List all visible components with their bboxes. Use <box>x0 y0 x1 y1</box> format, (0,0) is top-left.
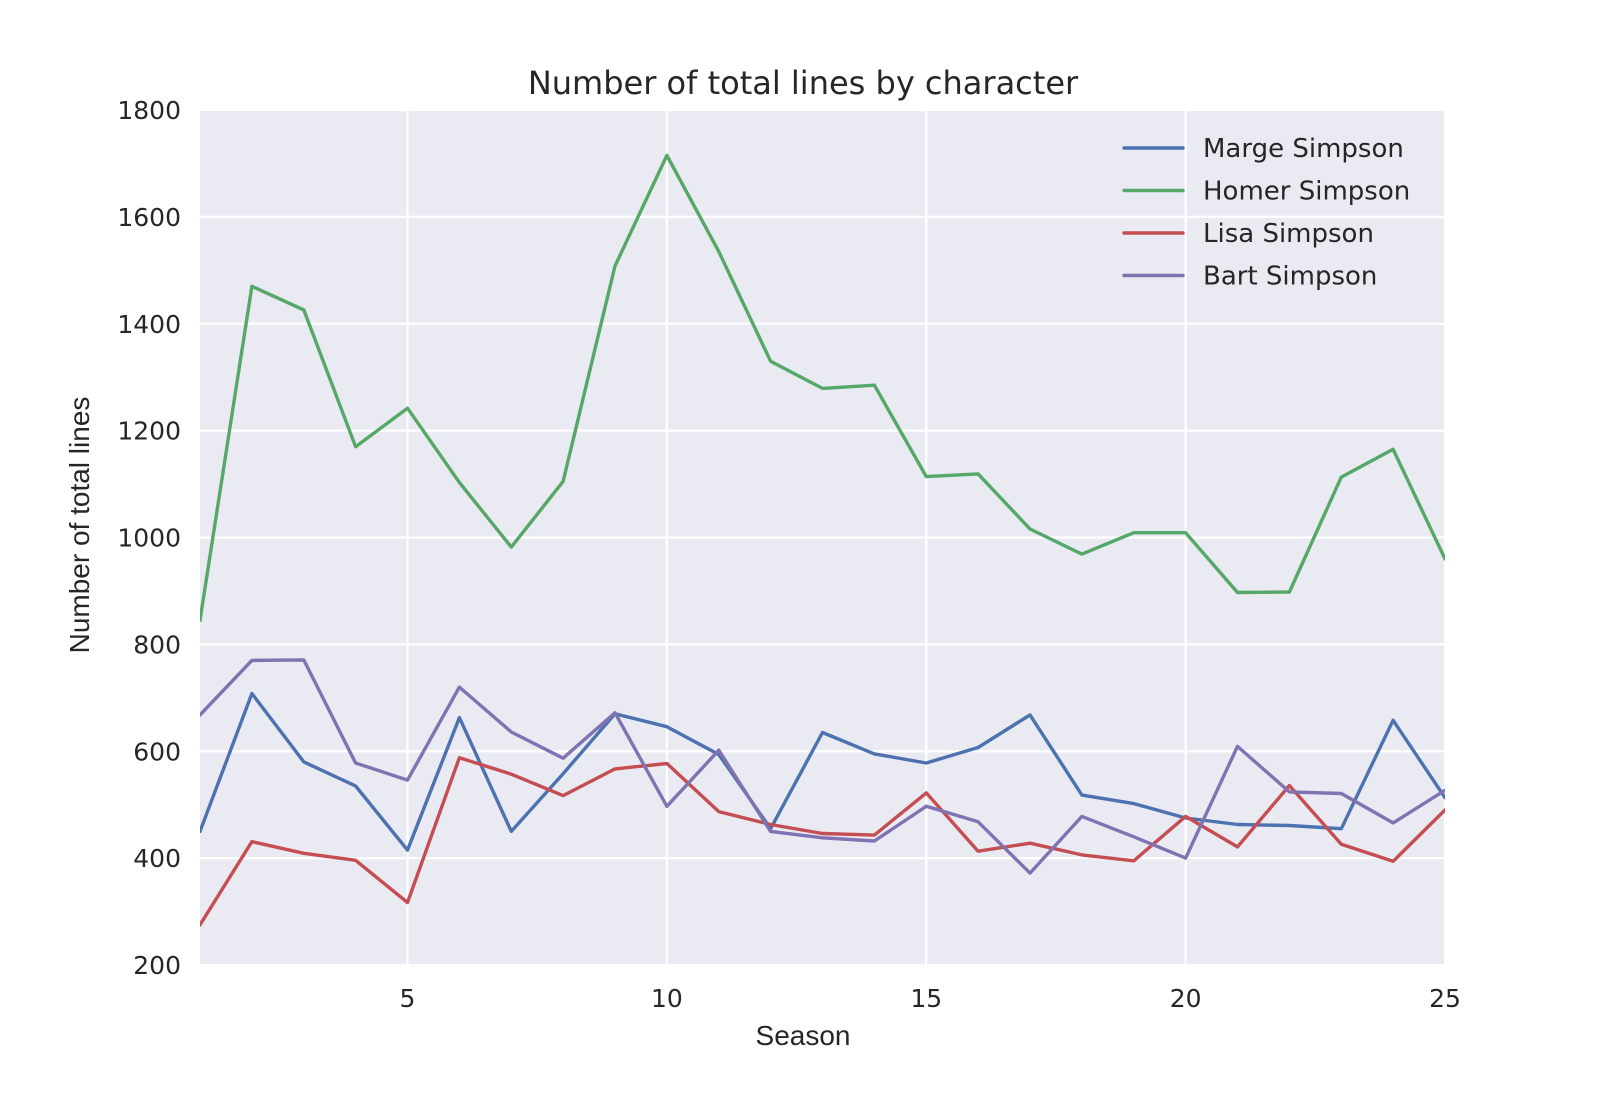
x-tick-labels: 5 10 15 20 25 <box>400 984 1461 1013</box>
series-line-lisa-simpson <box>200 756 1445 927</box>
x-tick-label-20: 20 <box>1170 984 1202 1013</box>
legend: Marge Simpson Homer Simpson Lisa Simpson Ba… <box>1122 134 1410 292</box>
legend-label-homer-simpson: Homer Simpson <box>1203 177 1410 207</box>
y-tick-label-200: 200 <box>133 951 181 980</box>
legend-label-lisa-simpson: Lisa Simpson <box>1203 219 1374 249</box>
x-axis-label: Season <box>756 1020 851 1051</box>
series-lines <box>200 153 1445 927</box>
series-line-bart-simpson <box>200 658 1445 875</box>
series-line-homer-simpson <box>200 153 1445 622</box>
x-tick-label-10: 10 <box>651 984 683 1013</box>
y-tick-label-400: 400 <box>133 844 181 873</box>
y-tick-label-1600: 1600 <box>117 203 181 232</box>
series-line-marge-simpson <box>200 691 1445 852</box>
y-tick-label-1000: 1000 <box>117 524 181 553</box>
x-tick-label-15: 15 <box>910 984 942 1013</box>
legend-label-bart-simpson: Bart Simpson <box>1203 262 1377 292</box>
x-tick-label-5: 5 <box>400 984 416 1013</box>
y-axis-label: Number of total lines <box>64 397 95 654</box>
y-tick-label-1400: 1400 <box>117 310 181 339</box>
chart-title: Number of total lines by character <box>528 64 1079 102</box>
y-tick-labels: 200 400 600 800 1000 1200 1400 1600 1800 <box>117 96 181 980</box>
y-tick-label-1800: 1800 <box>117 96 181 125</box>
y-tick-label-1200: 1200 <box>117 417 181 446</box>
grid <box>200 108 1447 967</box>
y-tick-label-800: 800 <box>133 630 181 659</box>
legend-label-marge-simpson: Marge Simpson <box>1203 134 1404 164</box>
x-tick-label-25: 25 <box>1429 984 1461 1013</box>
y-tick-label-600: 600 <box>133 737 181 766</box>
